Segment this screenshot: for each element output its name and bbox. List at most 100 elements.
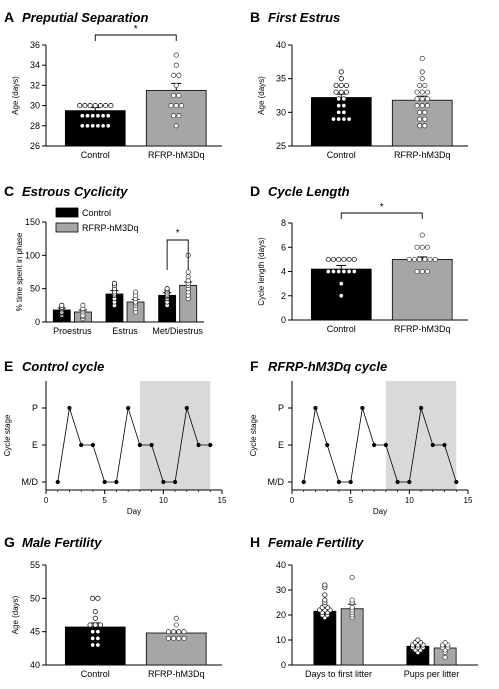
panel-g-bar-rfrp (145, 632, 207, 666)
panel-d-x-tick-label: RFRP-hM3Dq (394, 324, 451, 334)
panel-f-y-tick-label: P (278, 403, 284, 413)
panel-e-x-tick-label: 0 (44, 496, 49, 505)
panel-g-point (173, 622, 179, 628)
panel-b-point (338, 89, 344, 95)
panel-b-point (338, 69, 344, 75)
panel-d-point (325, 256, 331, 262)
panel-e-cycle-point (55, 479, 60, 485)
panel-f-cycle-line (303, 407, 457, 483)
panel-e-x-tick-label: 15 (218, 496, 227, 505)
panel-d-point (325, 268, 331, 275)
panel-a-point (79, 123, 85, 129)
panel-b-point (330, 116, 337, 122)
panel-e-cycle-point (114, 479, 119, 485)
panel-g-point (97, 622, 104, 628)
panel-h-point (349, 597, 355, 603)
panel-g-point (90, 642, 96, 648)
panel-b-point (417, 116, 423, 122)
panel-f-cycle-point (395, 479, 400, 485)
panel-c-x-tick-label: Met/Diestrus (152, 326, 203, 336)
panel-g-point (92, 622, 98, 628)
panel-h-point (415, 637, 421, 643)
panel-a-point (97, 103, 104, 109)
panel-g-point (171, 635, 177, 641)
panel-b-point (422, 82, 428, 88)
panel-title-d: Cycle Length (268, 184, 350, 199)
panel-g-point (92, 615, 98, 621)
panel-d-point (419, 268, 425, 275)
panel-b-point (333, 82, 339, 88)
panel-title-f: RFRP-hM3Dq cycle (268, 359, 387, 374)
panel-c-y-tick-label: 100 (25, 250, 40, 260)
panel-f-cycle-point (313, 405, 318, 411)
panel-b-point (414, 96, 420, 102)
panel-b-point (424, 103, 430, 109)
panel-g-point (181, 635, 187, 641)
panel-c-x-tick-label: Estrus (112, 326, 138, 336)
panel-h-point (322, 597, 328, 603)
panel-f-cycle-point (372, 442, 377, 448)
panel-a-point (77, 103, 83, 109)
panel-f-cycle-point (325, 442, 330, 448)
panel-g-point (90, 635, 96, 641)
panel-b-point (424, 89, 430, 95)
panel-c-point (111, 280, 118, 286)
panel-d-point (351, 256, 357, 262)
panel-b-x-tick-label: Control (327, 150, 356, 160)
panel-e-y-axis-label: Cycle stage (3, 414, 12, 456)
panel-e-cycle-point (208, 442, 213, 448)
panel-e-cycle-point (184, 405, 189, 411)
panel-g-point (95, 629, 101, 635)
panel-a-point (173, 52, 179, 58)
panel-d-point (414, 268, 420, 275)
panel-d-x-tick-label: Control (327, 324, 356, 334)
panel-a-point (100, 113, 106, 119)
panel-b-point (417, 123, 423, 129)
panel-c-y-axis-label: % time spent in phase (15, 232, 24, 311)
panel-d-y-tick-label: 6 (281, 242, 286, 252)
panel-d-point (346, 256, 352, 262)
panel-h-y-tick-label: 40 (276, 560, 286, 570)
panel-letter-c: C (4, 183, 14, 199)
panel-e-cycle-point (90, 442, 96, 448)
panel-g-y-tick-label: 45 (30, 627, 40, 637)
panel-a-bar-rfrp (145, 90, 207, 147)
panel-b-point (419, 96, 425, 102)
panel-a-point (173, 82, 179, 88)
panel-d-point (427, 256, 433, 262)
panel-a-point (176, 72, 182, 78)
panel-b-point (343, 82, 350, 88)
panel-b-point (419, 76, 425, 82)
panel-b-point (341, 109, 347, 115)
panel-a-point (105, 113, 111, 119)
panel-a-point (95, 113, 101, 119)
legend-swatch-control (55, 207, 79, 218)
panel-b-point (341, 103, 347, 109)
panel-b-point (336, 96, 342, 102)
panel-e-y-tick-label: P (32, 403, 38, 413)
panel-b-point (424, 96, 430, 102)
panel-e-cycle-point (149, 442, 154, 448)
panel-a-point (171, 92, 177, 99)
panel-e-y-tick-label: M/D (22, 477, 39, 487)
panel-d-point (346, 268, 352, 275)
panel-f-shaded-region (385, 381, 457, 490)
panel-d-y-axis-label: Cycle length (days) (257, 237, 266, 306)
panel-d-point (330, 268, 337, 275)
panel-b-point (417, 109, 423, 115)
panel-a-point (176, 113, 182, 119)
panel-title-a: Preputial Separation (22, 10, 148, 25)
panel-h-point (322, 592, 328, 598)
panel-a-point (171, 72, 177, 78)
panel-g-y-tick-label: 55 (30, 560, 40, 570)
panel-g-point (171, 629, 177, 635)
panel-f-cycle-point (430, 442, 435, 448)
panel-d-point (414, 244, 420, 250)
panel-g-point (95, 635, 101, 641)
panel-f-x-tick-label: 0 (290, 496, 295, 505)
panel-h-x-tick-label: Pups per litter (404, 669, 460, 679)
panel-b-point (338, 76, 344, 82)
panel-f-x-tick-label: 5 (348, 496, 353, 505)
legend-swatch-rfrp (55, 222, 79, 233)
